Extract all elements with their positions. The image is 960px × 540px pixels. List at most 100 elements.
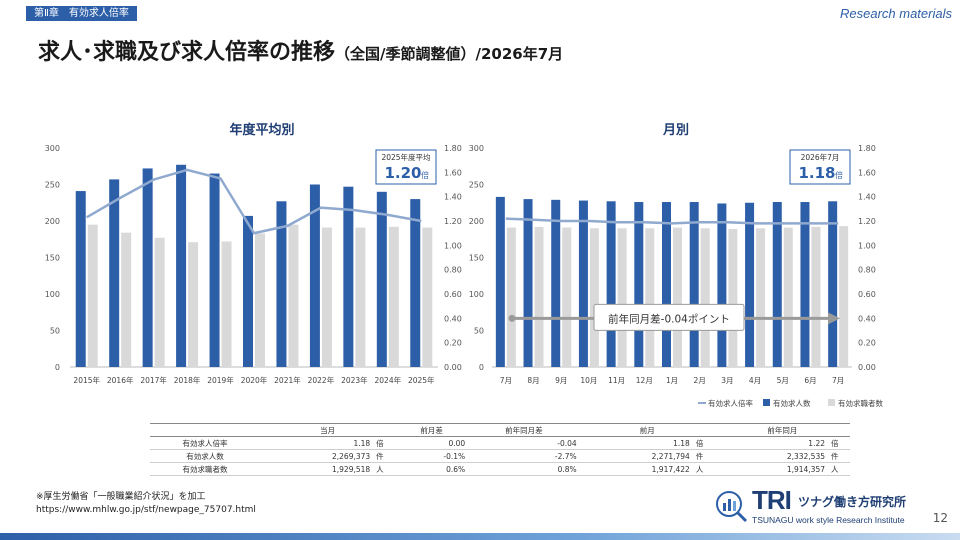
x-tick-label: 2022年 [308,375,335,385]
bar-jobs [410,199,421,367]
row-label: 有効求人倍率 [150,436,260,450]
y-left-tick-label: 50 [50,327,60,336]
x-tick-label: 8月 [527,376,539,385]
bar-seekers [562,227,572,367]
y-right-tick-label: 0.60 [858,290,876,299]
y-left-tick-label: 150 [469,254,484,263]
y-left-tick-label: 250 [45,181,60,190]
header-prevy: 前年同月 [714,423,850,437]
cell-mom: -0.1% [395,449,469,463]
bar-seekers [617,228,627,367]
cell-unit: 人 [692,462,715,476]
y-right-tick-label: 0.80 [858,266,876,275]
callout-label: 2025年度平均 [381,152,430,162]
table-row: 有効求人倍率 1.18 倍 0.00 -0.04 1.18 倍 1.22 倍 [150,436,850,450]
logo-tri-text: TRI [752,485,792,515]
bar-jobs [551,199,561,367]
legend-jobs-swatch [763,399,770,406]
header-yoy: 前年同月差 [468,423,580,437]
tri-logo: TRI ツナグ働き方研究所 TSUNAGU work style Researc… [712,485,922,531]
x-tick-label: 2016年 [107,375,134,385]
cell-prev: 1,917,422 [579,462,693,476]
bar-seekers [121,232,132,367]
callout-value: 1.18 [798,164,835,182]
title-date: /2026年7月 [475,45,564,63]
cell-unit: 人 [373,462,396,476]
callout-value: 1.20 [384,164,421,182]
source-url[interactable]: https://www.mhlw.go.jp/stf/newpage_75707… [36,505,256,515]
x-tick-label: 2023年 [341,375,368,385]
bar-seekers [506,227,516,367]
cell-prev: 2,271,794 [579,449,693,463]
y-left-tick-label: 300 [45,144,60,153]
y-left-tick-label: 200 [45,217,60,226]
y-right-tick-label: 1.00 [858,241,876,250]
bar-jobs [495,196,505,367]
y-right-tick-label: 1.60 [444,168,462,177]
x-tick-label: 2020年 [241,375,268,385]
bar-jobs [176,164,187,367]
bar-jobs [800,202,810,367]
bar-seekers [783,227,793,367]
y-left-tick-label: 150 [45,254,60,263]
bar-jobs [828,201,838,367]
row-label: 有効求職者数 [150,462,260,476]
bar-jobs [772,202,782,367]
annotation-box [593,303,745,331]
legend-seekers-label: 有効求職者数 [838,398,883,408]
bar-jobs [276,201,287,367]
y-right-tick-label: 0.60 [444,290,462,299]
y-right-tick-label: 1.20 [858,217,876,226]
y-left-tick-label: 250 [469,181,484,190]
bar-seekers [673,227,682,367]
cell-yoy: 0.8% [468,462,580,476]
cell-unit: 人 [828,462,850,476]
callout-unit: 倍 [835,170,843,180]
y-left-tick-label: 200 [469,217,484,226]
cell-unit: 件 [692,449,715,463]
bar-seekers [288,224,299,367]
bar-jobs [209,173,220,367]
bar-seekers [534,226,544,367]
summary-table: 当月 前月差 前年同月差 前月 前年同月 有効求人倍率 1.18 倍 0.00 … [150,423,850,476]
x-tick-label: 2月 [694,376,706,385]
y-right-tick-label: 1.00 [444,241,462,250]
chapter-tag: 第Ⅱ章 有効求人倍率 [26,6,137,21]
research-materials-label: Research materials [840,6,952,21]
y-right-tick-label: 0.00 [858,363,876,372]
bar-seekers [188,242,199,367]
y-right-tick-label: 0.40 [858,314,876,323]
row-label: 有効求人数 [150,449,260,463]
legend-ratio-label: 有効求人倍率 [708,398,753,408]
bar-seekers [756,228,766,367]
y-left-tick-label: 0 [55,363,60,372]
title-sub: （全国/季節調整値） [335,45,476,63]
callout-unit: 倍 [421,170,429,180]
bar-jobs [689,202,699,367]
page-number: 12 [932,511,948,525]
bar-seekers [221,241,232,367]
x-tick-label: 3月 [721,376,733,385]
x-tick-label: 12月 [636,376,653,385]
legend-jobs-label: 有効求人数 [773,398,811,408]
header-prev: 前月 [579,423,715,437]
x-tick-label: 5月 [777,376,789,385]
ratio-line [505,217,839,225]
cell-current: 1.18 [260,436,374,450]
cell-prevy: 2,332,535 [714,449,828,463]
y-right-tick-label: 0.00 [444,363,462,372]
table-row: 有効求人数 2,269,373 件 -0.1% -2.7% 2,271,794 … [150,449,850,463]
cell-prevy: 1,914,357 [714,462,828,476]
x-tick-label: 2017年 [140,375,167,385]
cell-current: 2,269,373 [260,449,374,463]
bar-jobs [523,199,533,367]
x-tick-label: 2015年 [73,375,100,385]
header-mom: 前月差 [395,423,469,437]
y-right-tick-label: 0.80 [444,266,462,275]
legend-seekers-swatch [828,399,835,406]
cell-prev: 1.18 [579,436,693,450]
y-left-tick-label: 100 [45,290,60,299]
bar-jobs [142,168,153,367]
bar-seekers [811,226,821,367]
y-right-tick-label: 1.80 [858,144,876,153]
